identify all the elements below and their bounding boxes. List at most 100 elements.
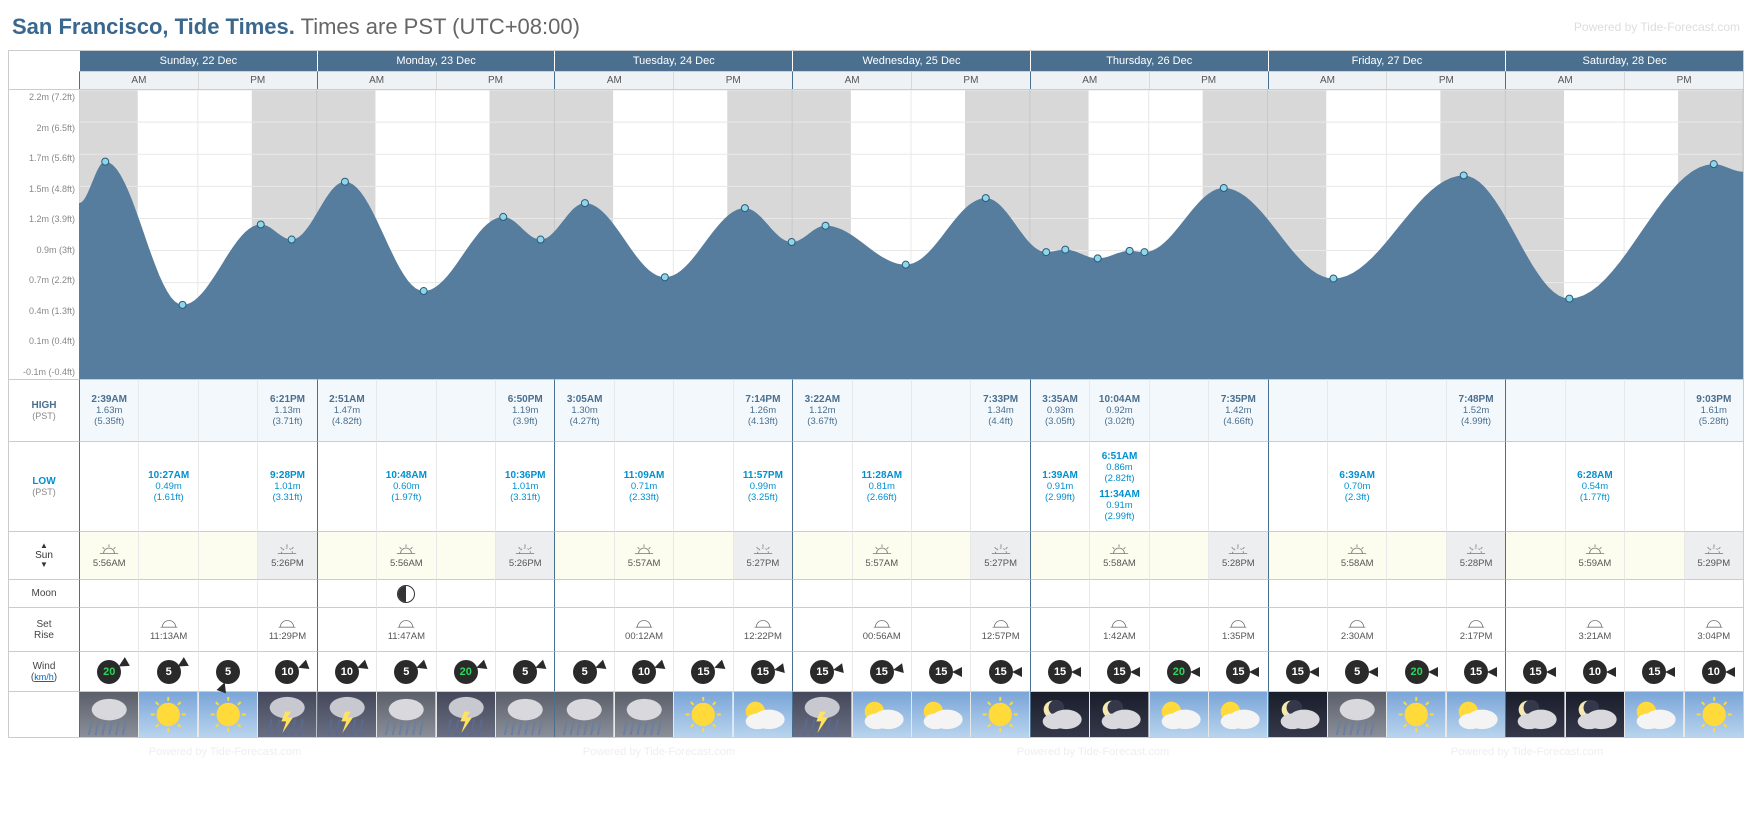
wind-badge: 15 [989, 660, 1013, 684]
moon-setrise-cell [1268, 607, 1327, 651]
weather-cell [970, 691, 1029, 737]
title-bar: San Francisco, Tide Times. Times are PST… [8, 8, 1744, 50]
wind-cell: 5 [1327, 651, 1386, 691]
moon-setrise-cell: 11:47AM [376, 607, 435, 651]
low-tide-cell [1386, 441, 1445, 531]
moon-cell [79, 579, 138, 607]
moon-setrise-cell [1149, 607, 1208, 651]
moon-cell [138, 579, 197, 607]
sun-cell [1149, 531, 1208, 579]
tide-forecast-panel: San Francisco, Tide Times. Times are PST… [8, 8, 1744, 758]
moon-setrise-cell: 12:57PM [970, 607, 1029, 651]
weather-cell [376, 691, 435, 737]
wind-cell: 10 [1684, 651, 1743, 691]
wind-cell: 5 [198, 651, 257, 691]
sun-cell [1505, 531, 1564, 579]
sun-cell: 5:26PM [495, 531, 554, 579]
wind-cell: 15 [911, 651, 970, 691]
watermark-text: Powered by Tide-Forecast.com [1451, 746, 1603, 758]
moon-cell [792, 579, 851, 607]
wind-cell: 10 [317, 651, 376, 691]
moon-cell [1386, 579, 1445, 607]
low-tide-cell: 11:57PM0.99m(3.25ft) [733, 441, 792, 531]
wind-badge: 10 [275, 660, 299, 684]
sun-cell [436, 531, 495, 579]
moon-setrise-cell [1624, 607, 1683, 651]
ampm-label: PM [198, 71, 317, 89]
low-tide-cell [1684, 441, 1743, 531]
weather-cell [614, 691, 673, 737]
weather-cell [1624, 691, 1683, 737]
wind-cell: 5 [495, 651, 554, 691]
sun-cell [198, 531, 257, 579]
wind-badge: 5 [157, 660, 181, 684]
weather-cell [436, 691, 495, 737]
wind-cell: 15 [852, 651, 911, 691]
tide-chart: 2.2m (7.2ft)2m (6.5ft)1.7m (5.6ft)1.5m (… [9, 89, 1743, 379]
wind-badge: 15 [870, 660, 894, 684]
day-header: Wednesday, 25 Dec [792, 51, 1030, 71]
wind-cell: 5 [138, 651, 197, 691]
wind-badge: 10 [1702, 660, 1726, 684]
y-tick: -0.1m (-0.4ft) [9, 367, 75, 377]
moon-cell [1327, 579, 1386, 607]
high-tide-cell: 10:04AM0.92m(3.02ft) [1089, 379, 1148, 441]
moon-setrise-cell: 3:21AM [1565, 607, 1624, 651]
high-tide-cell [1624, 379, 1683, 441]
sun-cell [911, 531, 970, 579]
sun-cell [673, 531, 732, 579]
moon-cell [376, 579, 435, 607]
weather-cell [79, 691, 138, 737]
moon-setrise-cell [554, 607, 613, 651]
y-tick: 2.2m (7.2ft) [9, 92, 75, 102]
wind-direction-icon [1606, 667, 1616, 677]
sun-cell: 5:57AM [614, 531, 673, 579]
row-label-low: LOW(PST) [9, 441, 79, 531]
weather-cell [1684, 691, 1743, 737]
wind-direction-icon [1012, 667, 1022, 677]
wind-badge: 5 [216, 660, 240, 684]
weather-cell [733, 691, 792, 737]
moon-cell [1268, 579, 1327, 607]
high-tide-cell: 6:50PM1.19m(3.9ft) [495, 379, 554, 441]
wind-cell: 20 [1386, 651, 1445, 691]
moon-cell [614, 579, 673, 607]
wind-badge: 15 [1226, 660, 1250, 684]
weather-cell [257, 691, 316, 737]
wind-unit-link[interactable]: km/h [34, 672, 54, 682]
day-header: Monday, 23 Dec [317, 51, 555, 71]
row-label-wind: Wind(km/h) [9, 651, 79, 691]
high-tide-cell [1327, 379, 1386, 441]
moon-setrise-cell: 00:12AM [614, 607, 673, 651]
high-tide-cell [1565, 379, 1624, 441]
watermark-text: Powered by Tide-Forecast.com [1017, 746, 1169, 758]
moon-setrise-cell: 3:04PM [1684, 607, 1743, 651]
wind-direction-icon [116, 657, 130, 671]
moon-setrise-cell [495, 607, 554, 651]
moon-cell [1149, 579, 1208, 607]
wind-direction-icon [415, 660, 428, 673]
moon-cell [673, 579, 732, 607]
weather-cell [138, 691, 197, 737]
moon-cell [1684, 579, 1743, 607]
low-tide-cell [1446, 441, 1505, 531]
y-tick: 2m (6.5ft) [9, 123, 75, 133]
low-tide-cell: 10:36PM1.01m(3.31ft) [495, 441, 554, 531]
high-tide-cell [138, 379, 197, 441]
wind-cell: 15 [792, 651, 851, 691]
wind-badge: 15 [1107, 660, 1131, 684]
moon-cell [1624, 579, 1683, 607]
low-tide-cell [1268, 441, 1327, 531]
weather-cell [792, 691, 851, 737]
low-tide-cell [1505, 441, 1564, 531]
sun-cell [138, 531, 197, 579]
day-header: Saturday, 28 Dec [1505, 51, 1743, 71]
high-tide-cell [852, 379, 911, 441]
low-tide-cell [1149, 441, 1208, 531]
wind-direction-icon [1546, 667, 1556, 677]
y-axis-labels: 2.2m (7.2ft)2m (6.5ft)1.7m (5.6ft)1.5m (… [9, 90, 79, 379]
high-tide-cell [198, 379, 257, 441]
wind-cell: 15 [1446, 651, 1505, 691]
wind-cell: 20 [436, 651, 495, 691]
row-label-setrise: SetRise [9, 607, 79, 651]
